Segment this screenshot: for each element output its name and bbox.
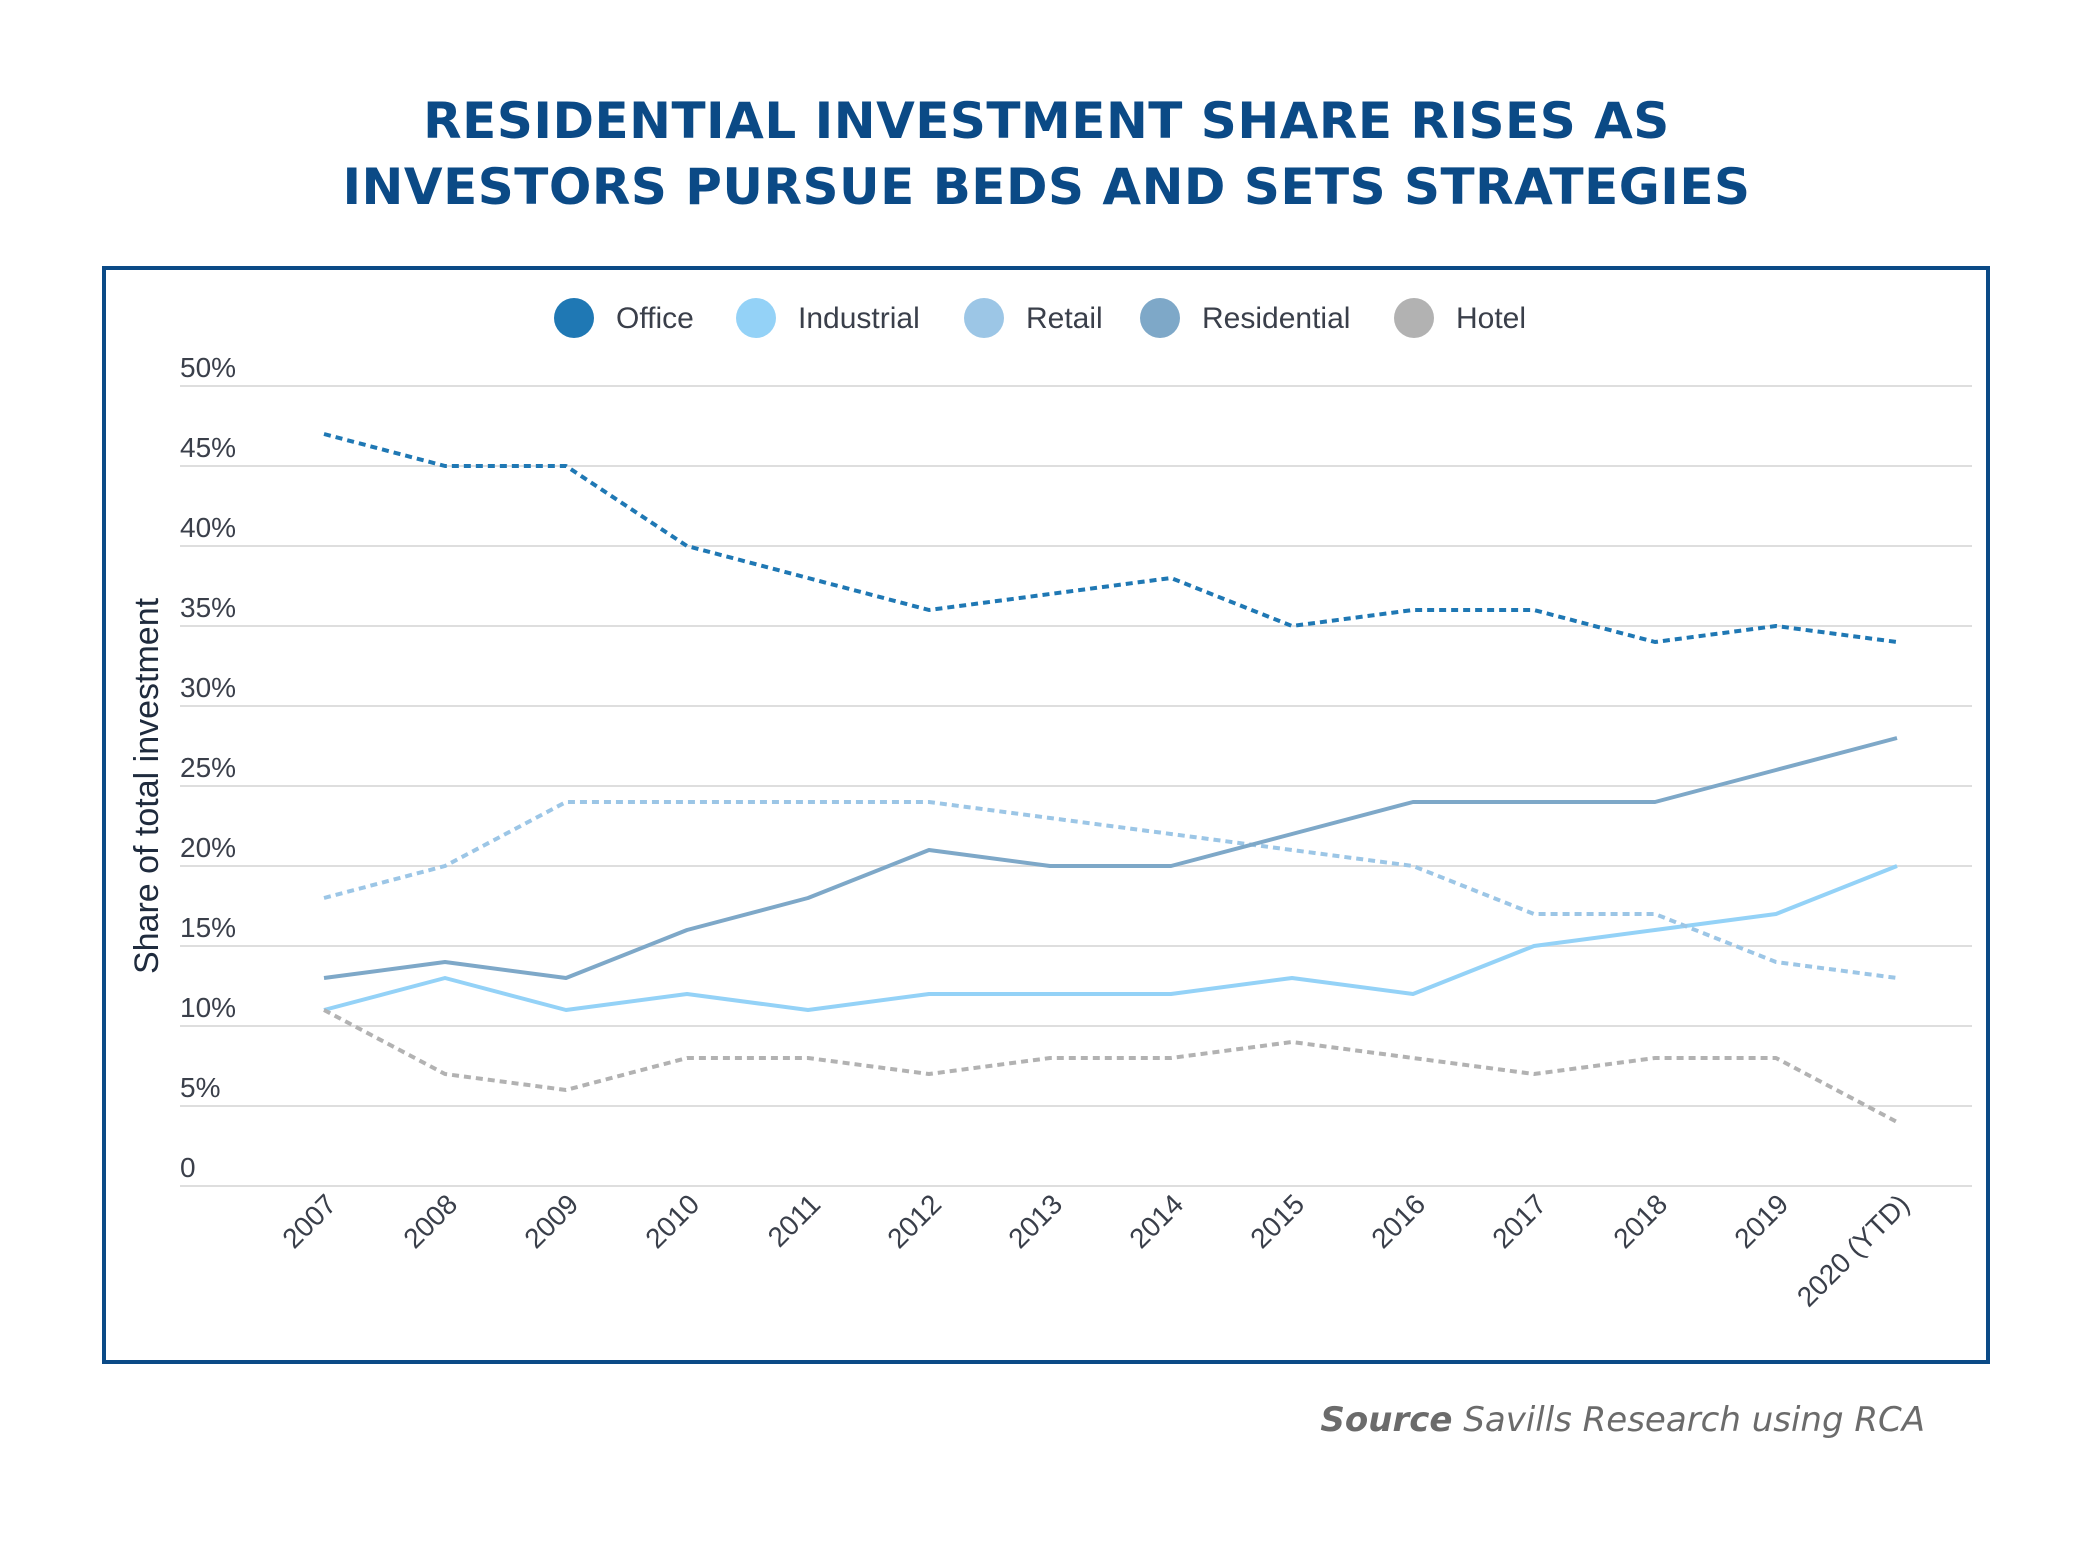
series-line-office [323,432,1898,644]
y-tick-label: 0 [180,1152,196,1183]
y-tick-label: 35% [180,592,236,623]
legend-label: Hotel [1456,302,1526,335]
series-line-retail [323,800,1898,980]
legend-swatch [1394,298,1434,338]
chart-frame: 0 5% 10% 15% 20% 25% 30% 35% 40% 45% 50% Share of t… [102,266,1990,1364]
x-tick-label: 2009 [518,1188,584,1254]
legend-label: Residential [1202,302,1350,335]
x-tick-label: 2011 [762,1188,827,1253]
x-tick-label: 2010 [639,1188,705,1254]
chart-title: RESIDENTIAL INVESTMENT SHARE RISES AS IN… [0,88,2093,220]
x-tick-label: 2020 (YTD) [1791,1188,1915,1312]
legend-label: Office [616,302,694,335]
y-tick-label: 30% [180,672,236,703]
x-tick-label: 2014 [1123,1188,1189,1254]
y-axis-label: Share of total investment [128,597,166,974]
x-tick-label: 2013 [1002,1188,1068,1254]
x-tick-label: 2018 [1607,1188,1673,1254]
title-line-1: RESIDENTIAL INVESTMENT SHARE RISES AS [423,92,1670,150]
y-tick-label: 20% [180,832,236,863]
series-line-hotel [323,1008,1898,1124]
title-line-2: INVESTORS PURSUE BEDS AND SETS STRATEGIE… [342,158,1751,216]
legend-swatch [964,298,1004,338]
source-text: Savills Research using RCA [1463,1400,1925,1440]
legend-swatch [554,298,594,338]
series-line-industrial [323,864,1898,1012]
legend-label: Retail [1026,302,1103,335]
legend-swatch [1140,298,1180,338]
legend-label: Industrial [798,302,920,335]
legend-swatch [736,298,776,338]
x-tick-label: 2016 [1365,1188,1431,1254]
line-chart: 0 5% 10% 15% 20% 25% 30% 35% 40% 45% 50% Share of t… [128,298,1972,1313]
x-tick-label: 2012 [881,1188,947,1254]
x-tick-label: 2019 [1728,1188,1794,1254]
x-tick-label: 2007 [276,1188,342,1254]
y-tick-label: 40% [180,512,236,543]
y-tick-label: 50% [180,352,236,383]
y-tick-label: 10% [180,992,236,1023]
source-label: Source [1320,1400,1453,1440]
y-tick-label: 25% [180,752,236,783]
series-line-residential [323,736,1898,980]
x-tick-label: 2008 [397,1188,463,1254]
y-tick-label: 15% [180,912,236,943]
x-tick-label: 2015 [1244,1188,1310,1254]
y-tick-label: 45% [180,432,236,463]
source-note: Source Savills Research using RCA [1320,1400,1925,1440]
x-tick-label: 2017 [1486,1188,1552,1254]
y-tick-label: 5% [180,1072,220,1103]
